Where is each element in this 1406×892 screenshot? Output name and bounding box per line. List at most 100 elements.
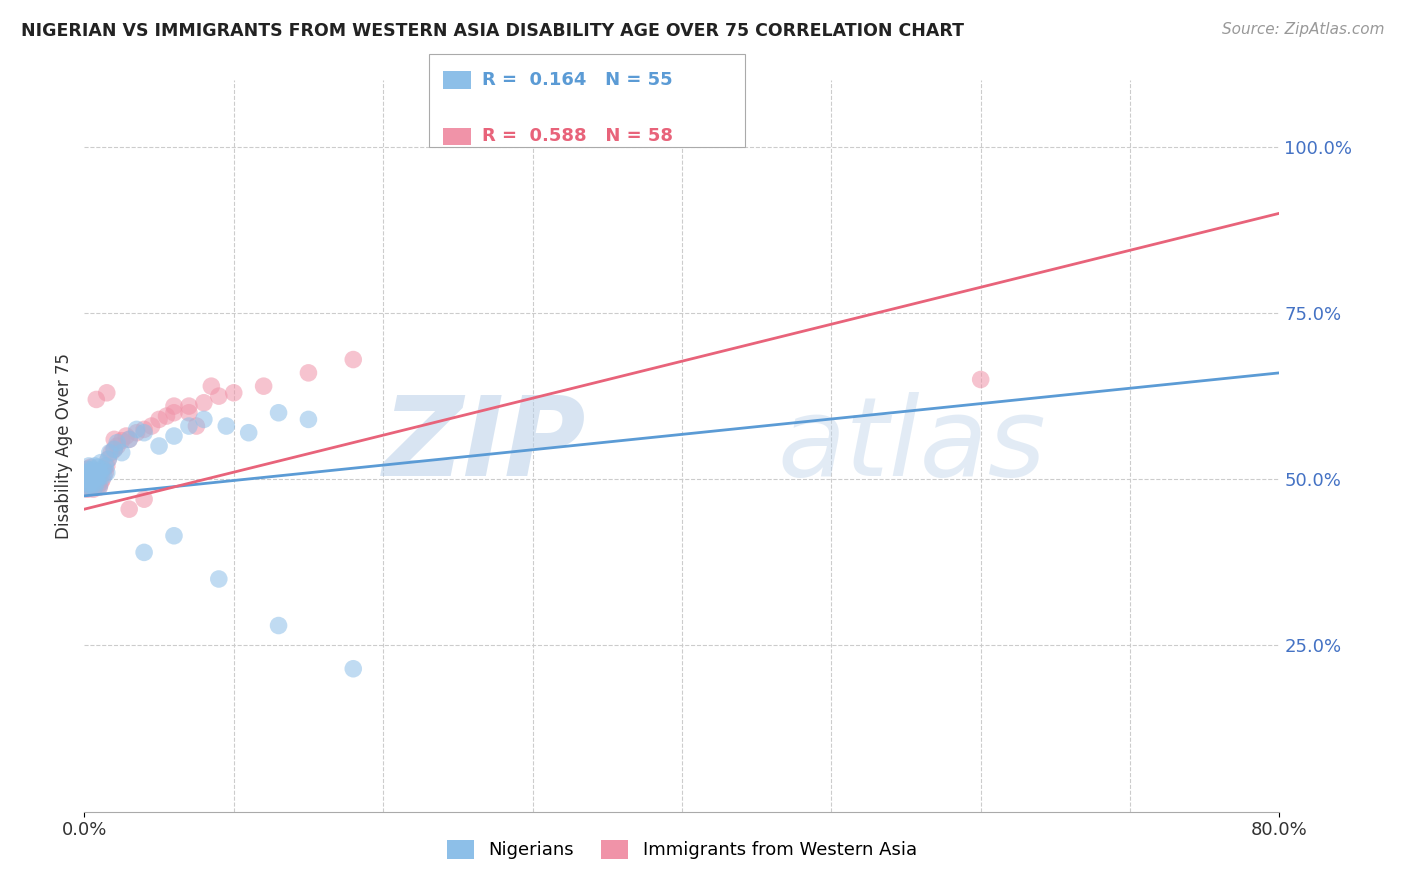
- Point: [79, 460, 101, 475]
- Point: [79, 471, 101, 485]
- Point: [86, 466, 108, 480]
- Point: [83, 458, 105, 473]
- Point: [90, 469, 112, 483]
- Point: [83, 469, 105, 483]
- Point: [96, 466, 118, 480]
- Point: [77, 458, 100, 473]
- Point: [115, 429, 138, 443]
- Point: [98, 445, 121, 459]
- Point: [82, 466, 104, 480]
- Point: [163, 399, 186, 413]
- Point: [177, 406, 200, 420]
- Point: [86, 464, 108, 478]
- Point: [163, 529, 186, 543]
- Point: [177, 399, 200, 413]
- Point: [79, 464, 101, 478]
- Point: [79, 480, 101, 494]
- Point: [90, 456, 112, 470]
- Point: [177, 419, 200, 434]
- Point: [91, 472, 114, 486]
- Point: [163, 429, 186, 443]
- Point: [76, 462, 98, 476]
- Point: [87, 479, 110, 493]
- Point: [97, 452, 120, 467]
- Point: [238, 425, 260, 440]
- Point: [342, 662, 364, 676]
- Point: [75, 472, 97, 486]
- Legend: Nigerians, Immigrants from Western Asia: Nigerians, Immigrants from Western Asia: [437, 831, 927, 869]
- Point: [125, 422, 148, 436]
- Text: R =  0.164   N = 55: R = 0.164 N = 55: [482, 71, 673, 89]
- Point: [83, 480, 105, 494]
- Point: [82, 482, 104, 496]
- Point: [77, 479, 100, 493]
- Point: [76, 462, 98, 476]
- Point: [267, 406, 290, 420]
- Text: ZIP: ZIP: [382, 392, 586, 500]
- Point: [118, 433, 141, 447]
- Point: [75, 466, 97, 480]
- Point: [76, 482, 98, 496]
- Point: [77, 477, 100, 491]
- Point: [208, 389, 231, 403]
- Point: [105, 435, 128, 450]
- Text: Source: ZipAtlas.com: Source: ZipAtlas.com: [1222, 22, 1385, 37]
- Point: [79, 474, 101, 488]
- Point: [141, 419, 163, 434]
- Point: [200, 379, 222, 393]
- Point: [86, 475, 108, 490]
- Point: [80, 462, 103, 476]
- Point: [79, 469, 101, 483]
- Point: [342, 352, 364, 367]
- Point: [93, 462, 115, 476]
- Text: atlas: atlas: [778, 392, 1046, 500]
- Point: [80, 479, 103, 493]
- Point: [87, 460, 110, 475]
- Point: [80, 475, 103, 490]
- Point: [89, 479, 111, 493]
- Point: [297, 412, 319, 426]
- Point: [111, 445, 134, 459]
- Point: [297, 366, 319, 380]
- Point: [132, 425, 156, 440]
- Point: [970, 372, 993, 386]
- Point: [80, 466, 103, 480]
- Point: [193, 412, 215, 426]
- Point: [97, 452, 120, 467]
- Point: [80, 471, 103, 485]
- Point: [148, 439, 170, 453]
- Y-axis label: Disability Age Over 75: Disability Age Over 75: [55, 353, 73, 539]
- Point: [76, 480, 98, 494]
- Point: [87, 469, 110, 483]
- Point: [76, 472, 98, 486]
- Point: [111, 434, 134, 448]
- Point: [100, 445, 122, 459]
- Point: [163, 406, 186, 420]
- Point: [75, 477, 97, 491]
- Point: [76, 475, 98, 490]
- Point: [75, 467, 97, 481]
- Point: [89, 469, 111, 483]
- Point: [253, 379, 276, 393]
- Point: [132, 492, 156, 507]
- Point: [94, 466, 117, 480]
- Text: NIGERIAN VS IMMIGRANTS FROM WESTERN ASIA DISABILITY AGE OVER 75 CORRELATION CHAR: NIGERIAN VS IMMIGRANTS FROM WESTERN ASIA…: [21, 22, 965, 40]
- Point: [103, 433, 125, 447]
- Point: [82, 475, 104, 490]
- Point: [89, 466, 111, 480]
- Point: [96, 385, 118, 400]
- Point: [118, 502, 141, 516]
- Point: [93, 469, 115, 483]
- Point: [90, 464, 112, 478]
- Point: [96, 458, 118, 473]
- Point: [87, 471, 110, 485]
- Point: [83, 467, 105, 481]
- Point: [77, 467, 100, 481]
- Point: [118, 433, 141, 447]
- Point: [103, 442, 125, 457]
- Point: [89, 480, 111, 494]
- Point: [186, 419, 208, 434]
- Point: [103, 442, 125, 457]
- Point: [77, 469, 100, 483]
- Text: R =  0.588   N = 58: R = 0.588 N = 58: [482, 128, 673, 145]
